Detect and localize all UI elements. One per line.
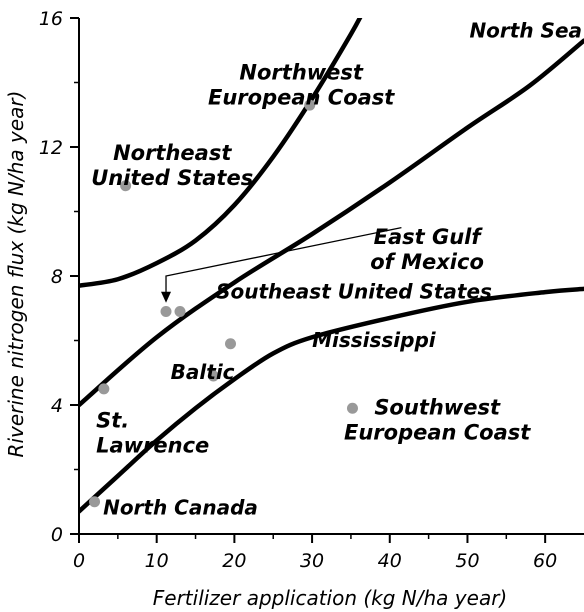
y-axis-title: Riverine nitrogen flux (kg N/ha year) <box>4 91 28 458</box>
region-label-2: Northwest European Coast <box>208 60 395 109</box>
region-label-8: Southwest European Coast <box>344 396 531 445</box>
data-point <box>174 305 186 317</box>
data-point <box>304 99 316 111</box>
data-point <box>160 305 172 317</box>
y-tick-label: 4 <box>51 395 63 417</box>
y-tick-label: 8 <box>51 266 63 288</box>
annotation-arrow <box>161 226 402 303</box>
region-label-line: Southeast United States <box>216 280 492 304</box>
data-point <box>225 338 236 350</box>
region-label-9: St. Lawrence <box>96 409 209 458</box>
axes: 0 4 8 12 16 0 10 20 30 40 50 60 <box>39 8 584 572</box>
region-label-7: Baltic <box>171 360 235 384</box>
region-label-line: North Canada <box>103 496 258 520</box>
data-point <box>346 402 358 414</box>
region-label-6: Mississippi <box>312 328 437 352</box>
region-label-line: Lawrence <box>96 434 209 458</box>
x-axis-title: Fertilizer application (kg N/ha year) <box>153 586 507 610</box>
x-tick-label: 30 <box>300 550 324 572</box>
region-label-3: Northeast United States <box>91 141 253 190</box>
boundary-line-3 <box>79 286 584 514</box>
region-label-line: Mississippi <box>312 328 437 352</box>
data-point <box>98 383 110 395</box>
x-tick-label: 0 <box>73 550 85 572</box>
region-label-4: East Gulf of Mexico <box>370 225 484 274</box>
x-tick-label: 40 <box>378 550 402 572</box>
x-tick-label: 60 <box>533 550 557 572</box>
data-point <box>89 496 101 508</box>
arrow-head <box>161 291 172 303</box>
region-label-line: European Coast <box>344 421 531 445</box>
region-label-line: Northeast <box>113 141 232 165</box>
region-label-line: Northwest <box>239 60 363 84</box>
x-tick-label: 50 <box>455 550 479 572</box>
data-point <box>207 370 219 382</box>
data-point <box>120 180 132 192</box>
region-label-line: of Mexico <box>370 250 484 274</box>
boundary-line-1 <box>79 18 363 288</box>
region-label-line: Southwest <box>374 396 501 420</box>
region-label-line: Baltic <box>171 360 235 384</box>
y-tick-label: 16 <box>39 8 63 30</box>
arrow-line <box>165 226 402 294</box>
y-tick-label: 12 <box>39 137 63 159</box>
region-label-line: European Coast <box>208 85 395 109</box>
boundary-line-2 <box>79 38 584 408</box>
region-label-10: North Canada <box>103 496 258 520</box>
data-points <box>89 99 358 508</box>
region-label-line: United States <box>91 166 253 190</box>
boundary-lines <box>79 18 584 514</box>
region-label-5: Southeast United States <box>216 280 492 304</box>
region-label-line: North Sea <box>469 18 582 42</box>
region-label-line: St. <box>96 409 129 433</box>
x-tick-label: 20 <box>222 550 246 572</box>
x-tick-label: 10 <box>145 550 169 572</box>
y-tick-label: 0 <box>51 524 63 546</box>
region-label-line: East Gulf <box>374 225 484 249</box>
region-label-1: North Sea <box>469 18 582 42</box>
